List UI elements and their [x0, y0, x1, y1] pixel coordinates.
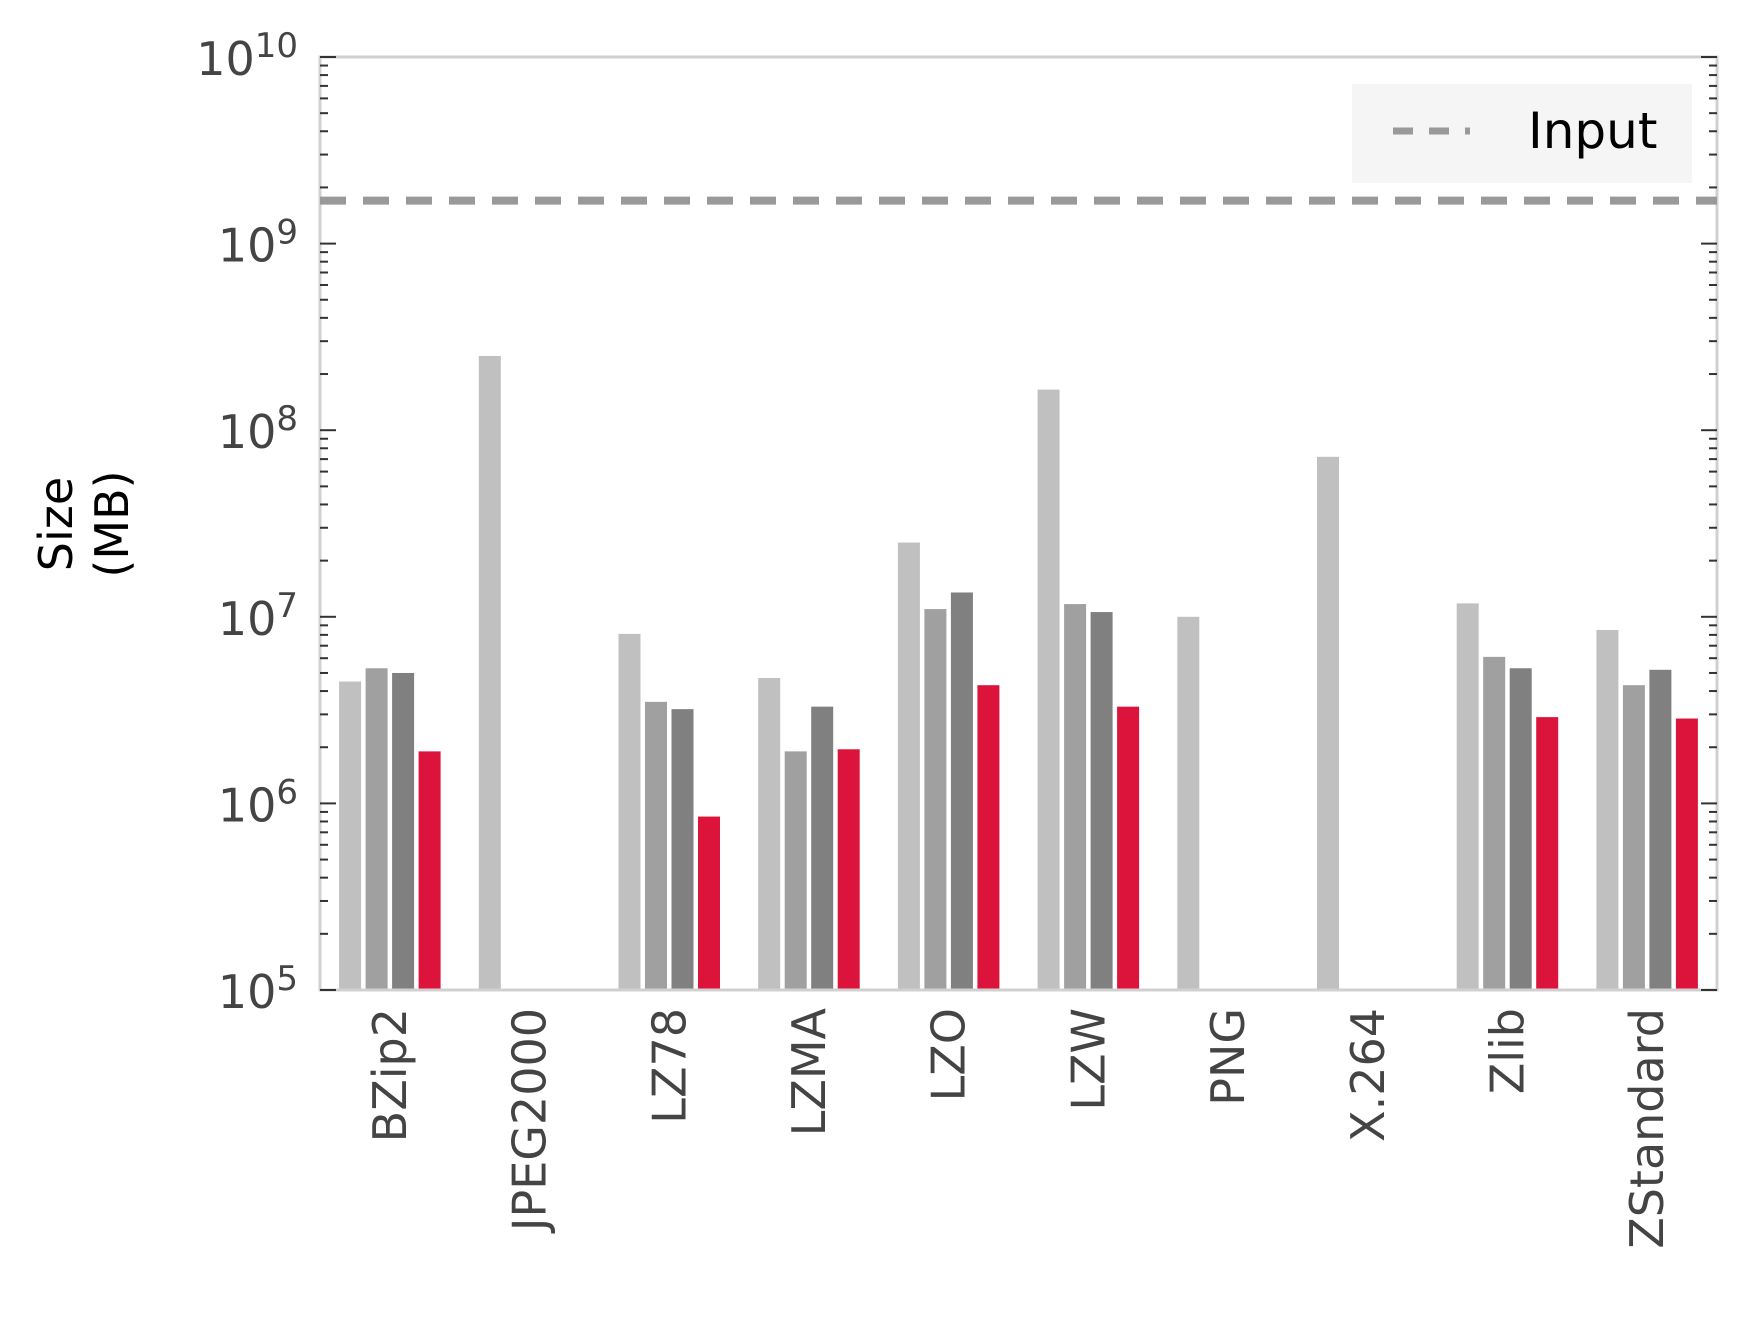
- y-tick-label-exponent: 5: [276, 959, 298, 999]
- y-axis-title-line1: Size: [29, 477, 83, 571]
- y-tick-label-base: 10: [218, 219, 277, 273]
- bar-lzo-s1: [897, 542, 920, 989]
- y-tick-label-exponent: 6: [276, 772, 298, 812]
- bar-jpeg2000-s1: [478, 355, 501, 989]
- legend-label-input: Input: [1528, 102, 1657, 160]
- bar-zlib-s1: [1456, 603, 1479, 989]
- y-tick-label: 1010: [196, 26, 298, 86]
- legend: Input: [1352, 84, 1692, 183]
- y-tick-label: 105: [218, 959, 298, 1019]
- x-tick-label: PNG: [1201, 1008, 1255, 1106]
- bar-lz78-s1: [618, 633, 641, 989]
- x-tick-label: Zlib: [1480, 1008, 1534, 1094]
- plot-frame: [318, 55, 1719, 992]
- bar-lzw-s1: [1037, 389, 1060, 989]
- bar-bzip2-s2: [365, 668, 388, 989]
- bar-lzw-s2: [1064, 604, 1087, 989]
- bar-lzo-s3: [950, 592, 973, 989]
- bar-lzma-s1: [758, 677, 781, 989]
- bar-zstandard-s1: [1596, 629, 1619, 989]
- y-tick-label-base: 10: [218, 778, 277, 832]
- minor-ticks: [320, 56, 1717, 991]
- bar-zstandard-s2: [1622, 685, 1645, 989]
- y-tick-label: 107: [218, 586, 298, 646]
- y-tick-label-base: 10: [218, 965, 277, 1019]
- y-tick-label-base: 10: [218, 592, 277, 646]
- x-tick-label: LZW: [1061, 1008, 1115, 1111]
- bar-png-s1: [1177, 616, 1200, 989]
- bar-x-264-s1: [1317, 456, 1339, 989]
- x-tick-label: X.264: [1341, 1008, 1395, 1142]
- bar-bzip2-s4: [418, 751, 441, 989]
- y-tick-label: 106: [218, 772, 298, 832]
- bar-lzma-s3: [811, 706, 834, 989]
- x-tick-label: LZMA: [782, 1007, 836, 1136]
- bar-zlib-s2: [1483, 656, 1506, 989]
- x-tick-label: JPEG2000: [503, 1008, 557, 1234]
- bar-zlib-s4: [1536, 717, 1559, 989]
- bar-series-group: [339, 355, 1698, 989]
- bar-lzw-s3: [1090, 612, 1113, 989]
- bar-lzma-s2: [784, 751, 807, 989]
- bar-lzw-s4: [1117, 706, 1140, 989]
- bar-lz78-s3: [671, 709, 694, 989]
- y-tick-label-exponent: 10: [255, 26, 298, 66]
- plot-area-border: [318, 55, 1719, 992]
- x-tick-label: BZip2: [363, 1008, 417, 1142]
- bar-zlib-s3: [1509, 668, 1532, 989]
- y-tick-label-exponent: 7: [276, 586, 298, 626]
- bar-lz78-s2: [645, 701, 667, 989]
- bar-lzo-s4: [977, 685, 1000, 989]
- y-tick-label: 108: [218, 399, 298, 459]
- bar-lzo-s2: [924, 609, 947, 989]
- bar-zstandard-s3: [1649, 669, 1672, 989]
- y-tick-label-exponent: 9: [276, 213, 298, 253]
- bar-lz78-s4: [698, 816, 720, 989]
- bar-bzip2-s1: [339, 681, 362, 989]
- bar-lzma-s4: [837, 749, 860, 989]
- y-tick-label-exponent: 8: [276, 399, 298, 439]
- x-tick-label: LZO: [922, 1008, 976, 1101]
- y-axis-title-line2: (MB): [85, 470, 139, 577]
- y-tick-label-base: 10: [218, 405, 277, 459]
- x-tick-label: LZ78: [642, 1008, 696, 1124]
- bar-bzip2-s3: [392, 672, 415, 989]
- y-tick-label-base: 10: [196, 32, 255, 86]
- y-tick-label: 109: [218, 213, 298, 273]
- x-tick-label: ZStandard: [1620, 1008, 1674, 1249]
- bar-zstandard-s4: [1675, 718, 1698, 989]
- x-axis-tick-labels: BZip2 JPEG2000 LZ78 LZMA LZO LZW PNG X.264 Zlib Z…: [363, 1007, 1674, 1248]
